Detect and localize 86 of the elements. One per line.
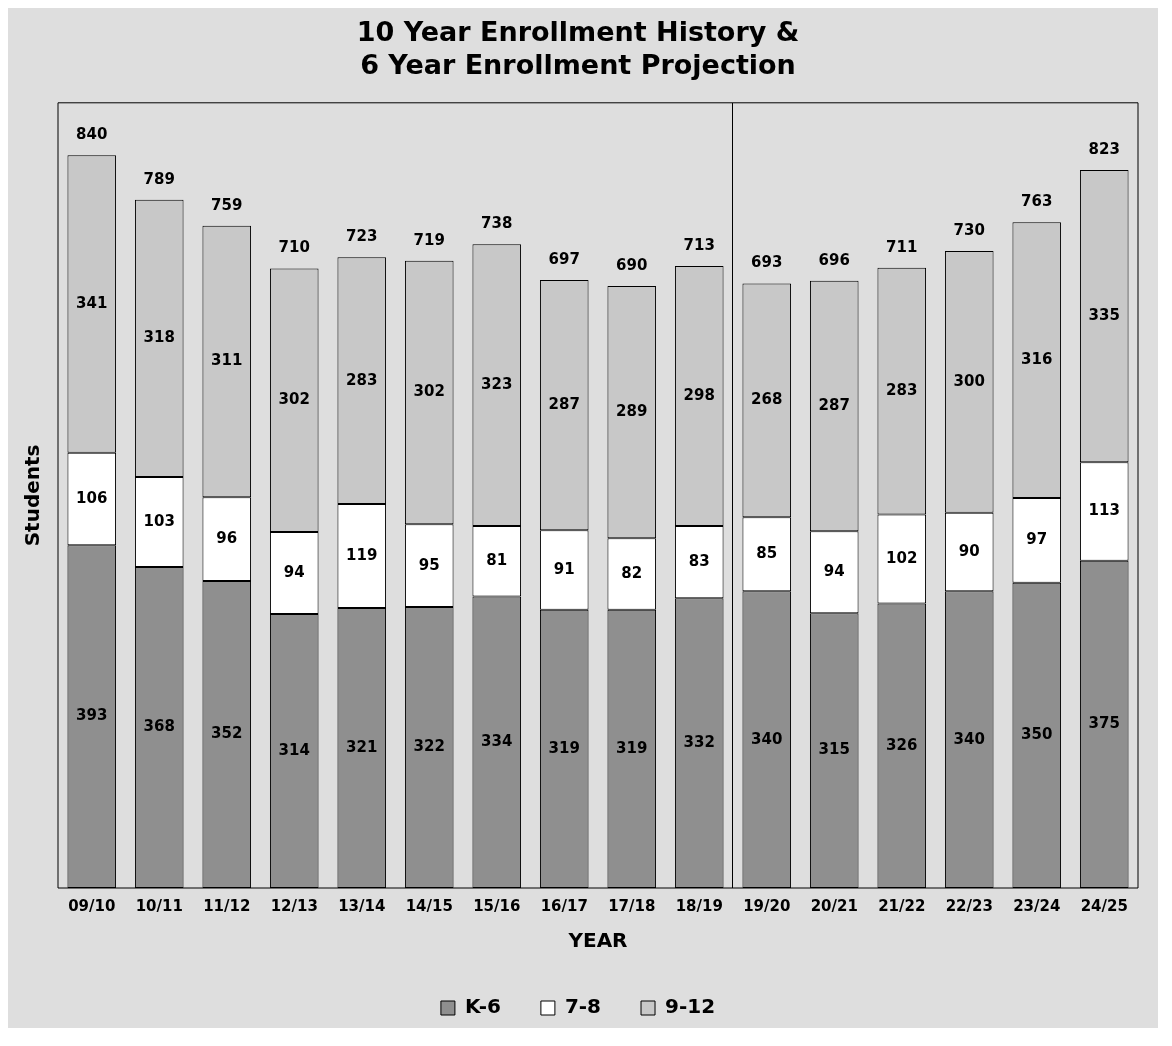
data-label: 323 [481, 374, 513, 393]
total-label: 738 [481, 214, 513, 233]
x-tick-label: 19/20 [743, 896, 791, 915]
x-tick-label: 22/23 [945, 896, 993, 915]
legend-label: 9-12 [665, 994, 716, 1019]
data-label: 318 [143, 328, 175, 347]
data-label: 393 [76, 706, 108, 725]
x-tick-label: 13/14 [338, 896, 386, 915]
total-label: 789 [143, 169, 175, 188]
x-tick-label: 12/13 [270, 896, 318, 915]
total-label: 693 [751, 253, 783, 272]
data-label: 334 [481, 732, 513, 751]
data-label: 95 [418, 555, 440, 574]
x-tick-label: 18/19 [675, 896, 723, 915]
x-tick-label: 24/25 [1080, 896, 1128, 915]
total-label: 759 [211, 195, 243, 214]
data-label: 289 [616, 401, 648, 420]
data-label: 119 [346, 545, 378, 564]
data-label: 319 [548, 738, 580, 757]
x-axis-title: YEAR [567, 928, 628, 953]
data-label: 97 [1026, 530, 1048, 549]
data-label: 340 [953, 729, 985, 748]
data-label: 315 [818, 740, 850, 759]
x-tick-label: 20/21 [810, 896, 858, 915]
data-label: 96 [216, 528, 238, 547]
data-label: 91 [553, 559, 575, 578]
x-tick-label: 11/12 [203, 896, 251, 915]
data-label: 368 [143, 717, 175, 736]
data-label: 94 [283, 562, 305, 581]
y-axis-title: Students [20, 444, 45, 547]
data-label: 283 [346, 370, 378, 389]
total-label: 840 [76, 125, 108, 144]
data-label: 106 [76, 488, 108, 507]
total-label: 696 [818, 250, 850, 269]
x-tick-label: 23/24 [1013, 896, 1061, 915]
total-label: 711 [886, 237, 918, 256]
data-label: 319 [616, 738, 648, 757]
x-tick-label: 09/10 [68, 896, 116, 915]
data-label: 341 [76, 293, 108, 312]
data-label: 340 [751, 729, 783, 748]
data-label: 81 [486, 551, 508, 570]
data-label: 321 [346, 737, 378, 756]
data-label: 85 [756, 544, 778, 563]
data-label: 94 [823, 562, 845, 581]
data-label: 322 [413, 737, 445, 756]
data-label: 302 [413, 382, 445, 401]
data-label: 326 [886, 735, 918, 754]
data-label: 314 [278, 740, 310, 759]
data-label: 350 [1021, 725, 1053, 744]
data-label: 283 [886, 381, 918, 400]
data-label: 268 [751, 390, 783, 409]
legend-label: K-6 [464, 994, 501, 1019]
data-label: 287 [818, 395, 850, 414]
total-label: 697 [548, 249, 580, 268]
total-label: 719 [413, 230, 445, 249]
x-tick-label: 15/16 [473, 896, 521, 915]
data-label: 352 [211, 724, 243, 743]
data-label: 335 [1088, 306, 1120, 324]
total-label: 723 [346, 227, 378, 246]
data-label: 300 [953, 371, 985, 390]
data-label: 298 [683, 385, 715, 404]
total-label: 730 [953, 221, 985, 240]
data-label: 102 [886, 548, 918, 567]
data-label: 311 [211, 351, 243, 370]
chart-title: 10 Year Enrollment History & 6 Year Enrollment Projection [356, 16, 800, 80]
x-tick-label: 17/18 [608, 896, 656, 915]
data-label: 113 [1088, 501, 1120, 520]
data-label: 82 [621, 563, 643, 582]
total-label: 763 [1021, 192, 1053, 211]
data-label: 83 [688, 552, 710, 571]
data-label: 332 [683, 733, 715, 752]
total-label: 690 [616, 255, 648, 274]
data-label: 316 [1021, 350, 1053, 369]
data-label: 287 [548, 394, 580, 413]
data-label: 103 [143, 511, 175, 530]
x-tick-label: 14/15 [405, 896, 453, 915]
legend-label: 7-8 [564, 994, 602, 1019]
x-tick-label: 10/11 [135, 896, 183, 915]
total-label: 823 [1088, 139, 1120, 158]
total-label: 713 [683, 235, 715, 254]
data-label: 90 [958, 542, 980, 560]
data-label: 375 [1088, 714, 1120, 733]
x-tick-label: 21/22 [878, 896, 926, 915]
data-label: 302 [278, 390, 310, 409]
x-tick-label: 16/17 [540, 896, 588, 915]
total-label: 710 [278, 238, 310, 257]
